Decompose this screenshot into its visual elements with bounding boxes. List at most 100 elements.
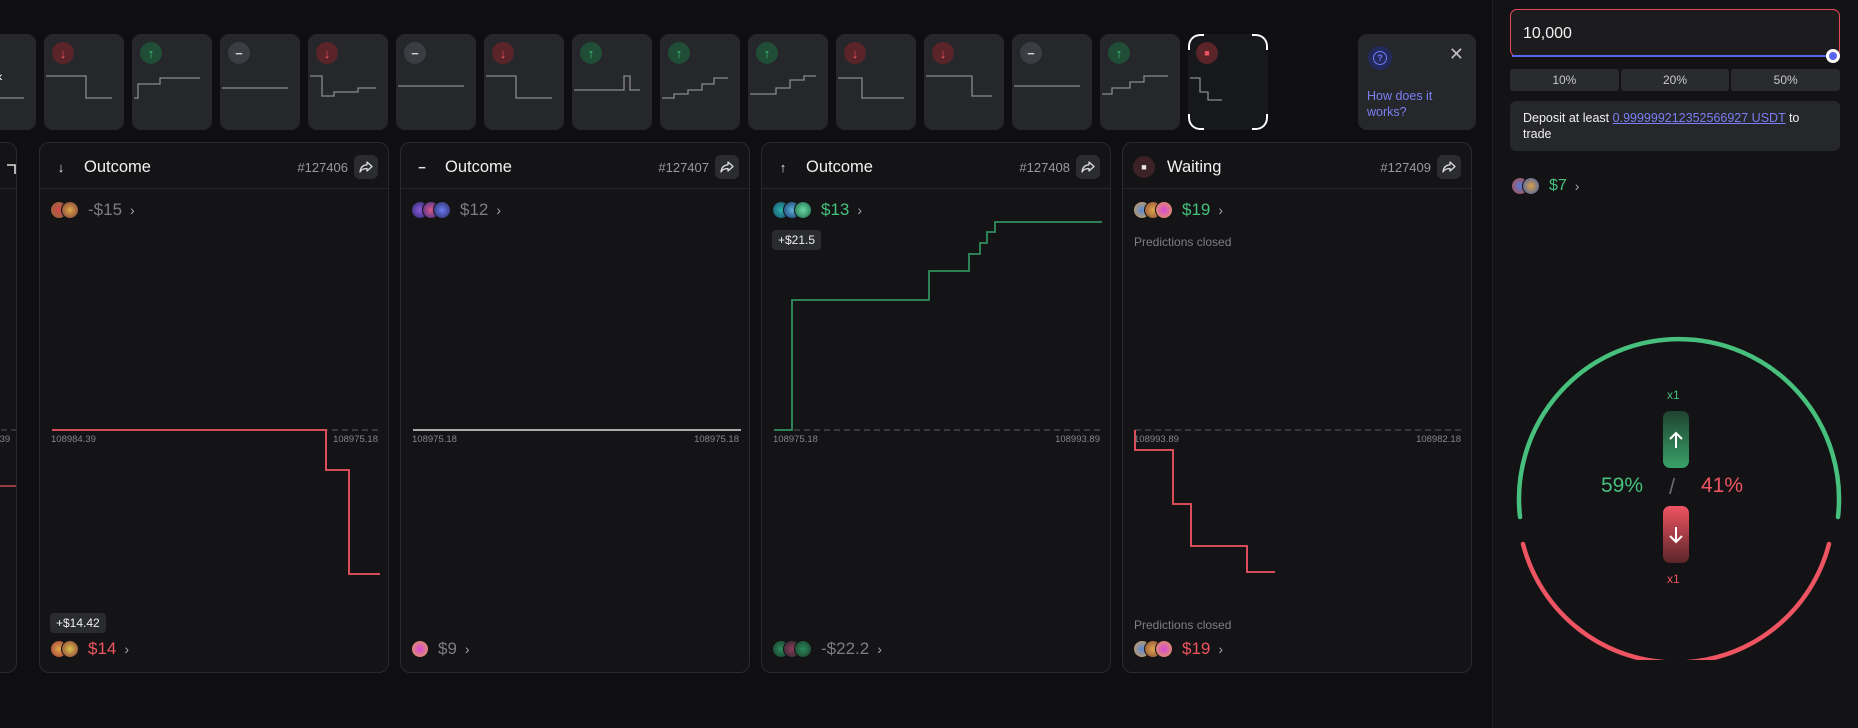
sparkline-path <box>926 75 992 97</box>
round-thumb[interactable]: ↓ <box>0 34 36 130</box>
bottom-pool-amount: -$22.2 <box>821 639 870 658</box>
round-thumb[interactable]: − <box>220 34 300 130</box>
sparkline <box>222 87 288 89</box>
price-line <box>1134 430 1275 573</box>
card-status: Outcome <box>84 158 151 176</box>
start-price-label: 108993.89 <box>1134 434 1179 445</box>
round-thumb[interactable]: ↓ <box>836 34 916 130</box>
arrow-up-icon: ↑ <box>756 42 778 64</box>
focus-corner <box>1252 114 1268 130</box>
bottom-participants[interactable]: $19 › <box>1133 637 1223 661</box>
chevron-right-icon: › <box>124 641 130 657</box>
percent-50-button[interactable]: 50% <box>1731 69 1841 91</box>
round-thumb[interactable]: ↓ <box>484 34 564 130</box>
round-thumb[interactable]: − <box>1012 34 1092 130</box>
round-thumb[interactable]: − <box>396 34 476 130</box>
percent-20-button[interactable]: 20% <box>1620 69 1730 91</box>
top-participants[interactable]: $19 › <box>1133 198 1223 222</box>
top-pool-amount: $13 <box>821 200 850 219</box>
predictions-closed-note: Predictions closed <box>1134 618 1232 632</box>
predict-down-button[interactable] <box>1663 506 1689 563</box>
chevron-right-icon: › <box>496 202 502 218</box>
deposit-amount-link[interactable]: 0.999999212352566927 USDT <box>1612 111 1786 125</box>
round-thumb[interactable]: ↑ <box>748 34 828 130</box>
round-thumb[interactable]: ↑ <box>572 34 652 130</box>
top-pool-amount: $12 <box>460 200 489 219</box>
round-thumb[interactable]: ↓ <box>44 34 124 130</box>
top-participants[interactable]: -$15 › <box>50 198 135 222</box>
predict-up-button[interactable] <box>1663 411 1689 468</box>
percent-divider: / <box>1669 474 1676 499</box>
sparkline-path <box>838 77 904 99</box>
sparkline-path <box>1102 75 1168 95</box>
share-button[interactable] <box>354 155 378 179</box>
bottom-participants[interactable]: -$22.2 › <box>772 637 882 661</box>
chevron-right-icon: › <box>464 641 470 657</box>
top-participants[interactable]: $12 › <box>411 198 501 222</box>
share-button[interactable] <box>1437 155 1461 179</box>
round-id: #127408 <box>1019 160 1070 175</box>
amount-slider[interactable] <box>1510 49 1840 63</box>
round-thumb[interactable]: ↑ <box>132 34 212 130</box>
close-icon[interactable]: ✕ <box>1448 44 1464 64</box>
share-button[interactable] <box>1076 155 1100 179</box>
round-card: ↑ Outcome #127408 108975.18 108993.89 $13 › +$2… <box>761 142 1111 673</box>
minus-icon: − <box>1020 42 1042 64</box>
round-thumb[interactable]: ■ <box>1188 34 1268 130</box>
avatar <box>61 201 79 219</box>
sparkline <box>46 75 112 99</box>
scroll-left-icon[interactable]: ‹ <box>0 68 3 84</box>
round-card: − Outcome #127407 108975.18 108975.18 $12 › $9 › <box>400 142 750 673</box>
round-thumb[interactable]: ↑ <box>1100 34 1180 130</box>
round-thumb[interactable]: ↑ <box>660 34 740 130</box>
participants-amount: $7 <box>1549 177 1567 194</box>
sparkline <box>0 97 24 99</box>
chevron-right-icon: › <box>1574 178 1580 194</box>
avatar <box>61 640 79 658</box>
side-participants[interactable]: $7 › <box>1511 174 1579 198</box>
deposit-prefix: Deposit at least <box>1523 111 1613 125</box>
round-card-partial: .39 <box>0 142 17 673</box>
round-card: ↓ Outcome #127406 108984.39 108975.18 -$15 › +$… <box>39 142 389 673</box>
sparkline <box>486 75 552 99</box>
help-card: ? ✕ How does it works? <box>1358 34 1476 130</box>
amount-input[interactable]: 10,000 <box>1510 9 1840 57</box>
end-price-label: 108982.18 <box>1416 434 1461 445</box>
share-button[interactable] <box>715 155 739 179</box>
card-status: Outcome <box>445 158 512 176</box>
slider-handle[interactable] <box>1826 49 1840 63</box>
sparkline <box>662 77 728 99</box>
price-chart <box>413 429 741 431</box>
price-line <box>774 221 1102 431</box>
round-thumb[interactable]: ↓ <box>924 34 1004 130</box>
share-icon <box>720 161 734 173</box>
avatar <box>1155 201 1173 219</box>
partial-chart <box>0 164 16 487</box>
top-participants[interactable]: $13 › <box>772 198 862 222</box>
bottom-pool-amount: $19 <box>1182 639 1211 658</box>
focus-corner <box>1188 114 1204 130</box>
end-price-label: 108993.89 <box>1055 434 1100 445</box>
arrow-down-icon <box>1669 526 1683 543</box>
arrow-up-icon: ↑ <box>580 42 602 64</box>
how-it-works-link[interactable]: How does it works? <box>1367 89 1433 119</box>
card-header: ■ Waiting #127409 <box>1123 143 1471 189</box>
bottom-participants[interactable]: $14 › <box>50 637 129 661</box>
sentiment-gauge <box>1516 336 1842 660</box>
round-thumb[interactable]: ↓ <box>308 34 388 130</box>
top-pool-amount: $19 <box>1182 200 1211 219</box>
card-status: Waiting <box>1167 158 1222 176</box>
sparkline-path <box>134 77 200 99</box>
payout-badge: +$21.5 <box>772 230 822 250</box>
top-pool-amount: -$15 <box>88 200 123 219</box>
focus-corner <box>1252 34 1268 50</box>
arrow-up-icon: ↑ <box>1108 42 1130 64</box>
round-id: #127406 <box>297 160 348 175</box>
percent-10-button[interactable]: 10% <box>1510 69 1619 91</box>
card-header: ↓ Outcome #127406 <box>40 143 388 189</box>
bottom-participants[interactable]: $9 › <box>411 637 470 661</box>
sparkline-path <box>46 75 112 99</box>
percent-buttons: 10% 20% 50% <box>1510 69 1841 91</box>
avatar <box>794 640 812 658</box>
trade-panel: 10,000 10% 20% 50% Deposit at least 0.99… <box>1492 0 1858 728</box>
